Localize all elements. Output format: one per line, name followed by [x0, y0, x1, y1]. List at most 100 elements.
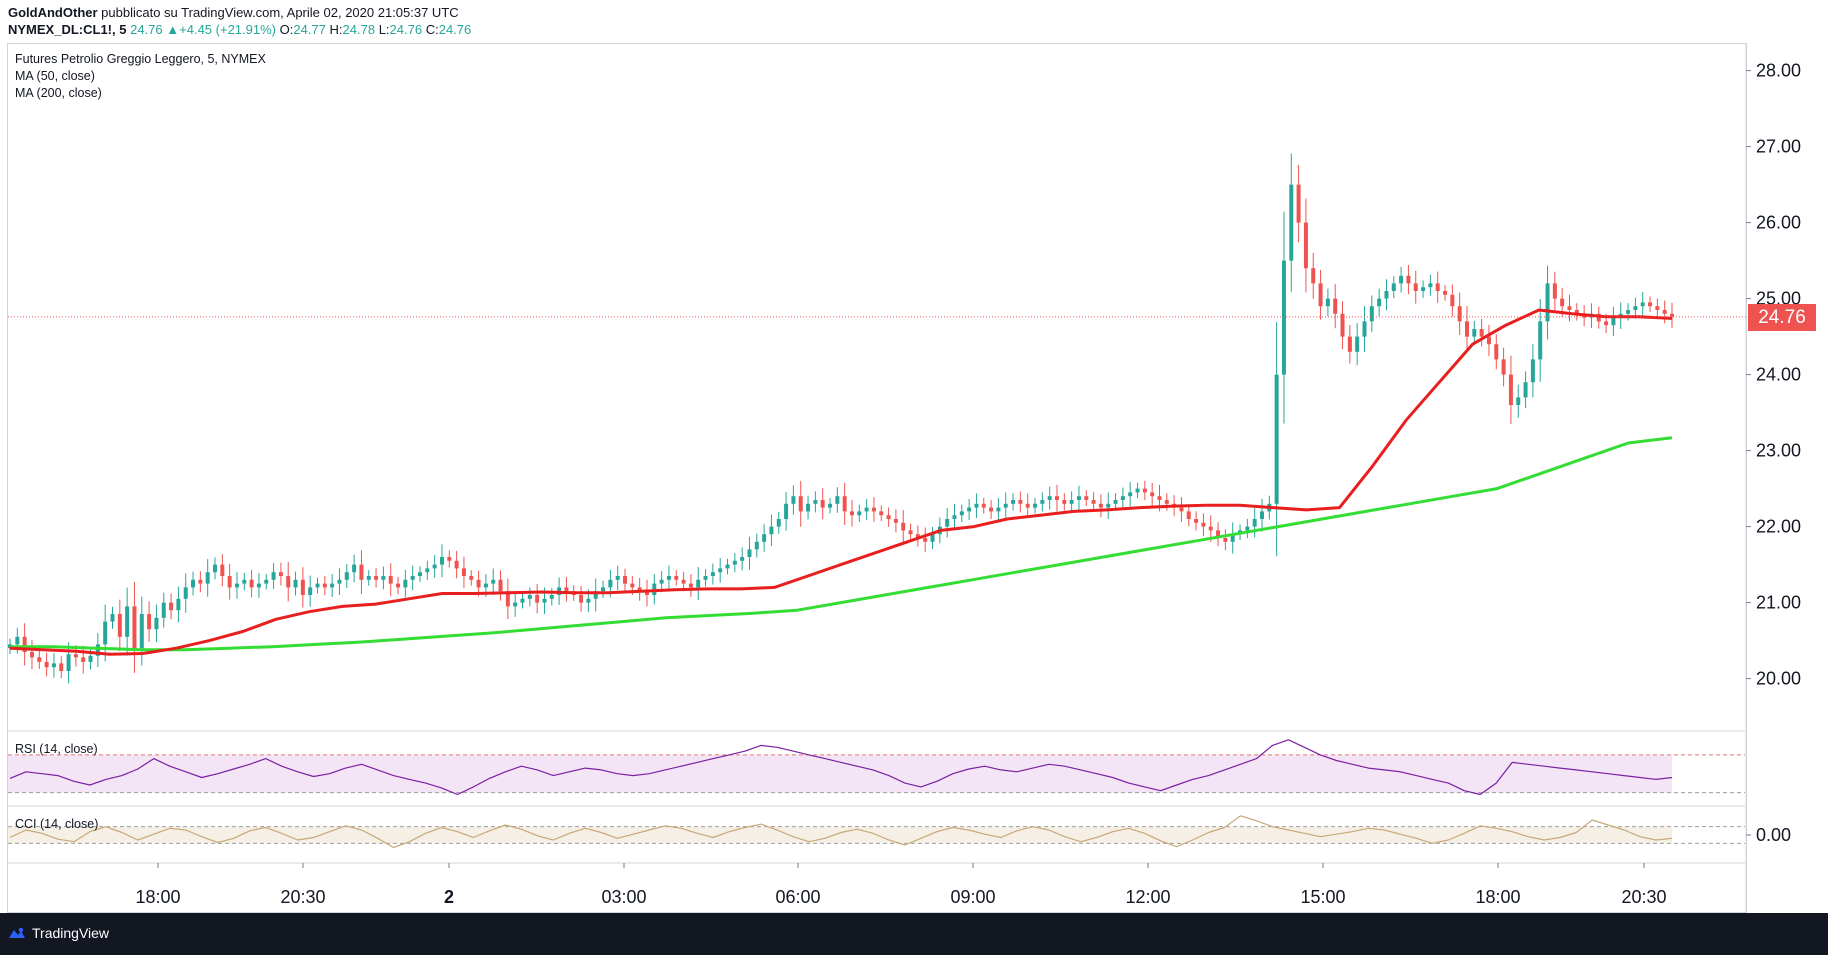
- legend-ma200[interactable]: MA (200, close): [15, 86, 102, 100]
- cci-tick-label: 0.00: [1756, 825, 1791, 845]
- price-tick-label: 20.00: [1756, 669, 1801, 689]
- chart-canvas[interactable]: 20.0021.0022.0023.0024.0025.0026.0027.00…: [0, 0, 1828, 913]
- candle-body: [945, 519, 950, 527]
- candle-body: [1662, 310, 1667, 314]
- candle-body: [176, 598, 181, 611]
- candle-body: [1223, 538, 1228, 542]
- candle-body: [615, 576, 620, 580]
- candle-body: [234, 583, 239, 588]
- candle-body: [293, 579, 298, 588]
- rsi-band-fill: [8, 754, 1672, 793]
- candle-body: [1157, 496, 1162, 500]
- publish-line: GoldAndOther pubblicato su TradingView.c…: [8, 5, 459, 20]
- candle-body: [871, 507, 876, 512]
- candle-body: [286, 576, 291, 588]
- candle-body: [249, 579, 254, 588]
- candle-body: [1574, 310, 1579, 314]
- candle-body: [762, 534, 767, 542]
- candle-body: [1076, 496, 1081, 500]
- candle-body: [1369, 306, 1374, 322]
- candle-body: [147, 614, 152, 630]
- candle-body: [952, 515, 957, 519]
- candle-body: [886, 515, 891, 519]
- candle-body: [205, 572, 210, 584]
- candle-body: [725, 564, 730, 569]
- candle-body: [593, 591, 598, 599]
- candle-body: [637, 587, 642, 592]
- footer-bar: TradingView: [0, 913, 1828, 955]
- candle-body: [403, 579, 408, 588]
- candle-body: [1626, 310, 1631, 314]
- candle-body: [1443, 291, 1448, 295]
- candle-body: [1428, 283, 1433, 288]
- candle-body: [1259, 511, 1264, 519]
- candle-body: [103, 621, 108, 645]
- candle-body: [227, 576, 232, 588]
- price-tick-label: 23.00: [1756, 441, 1801, 461]
- candle-body: [447, 557, 452, 561]
- candle-body: [828, 503, 833, 508]
- candle-body: [1230, 534, 1235, 542]
- candle-body: [513, 602, 518, 607]
- candle-body: [1296, 184, 1301, 223]
- legend-ma50[interactable]: MA (50, close): [15, 69, 95, 83]
- candle-body: [1523, 382, 1528, 398]
- candle-body: [901, 522, 906, 531]
- candle-body: [1421, 287, 1426, 291]
- time-tick-label: 12:00: [1125, 887, 1170, 907]
- candle-body: [732, 560, 737, 565]
- candle-body: [1054, 496, 1059, 500]
- candle-body: [1142, 488, 1147, 493]
- candle-body: [169, 602, 174, 611]
- candle-body: [1274, 374, 1279, 504]
- price-tick-label: 22.00: [1756, 517, 1801, 537]
- candle-body: [1113, 500, 1118, 504]
- candle-body: [1186, 511, 1191, 519]
- candle-body: [1406, 275, 1411, 284]
- candle-body: [264, 579, 269, 584]
- candle-body: [623, 576, 628, 584]
- candle-body: [132, 606, 137, 649]
- change-value: +4.45 (+21.91%): [179, 22, 276, 37]
- legend-cci[interactable]: CCI (14, close): [15, 817, 99, 831]
- candle-body: [981, 503, 986, 508]
- tradingview-logo[interactable]: TradingView: [8, 925, 109, 941]
- candle-body: [996, 507, 1001, 512]
- candle-body: [1340, 313, 1345, 337]
- candle-body: [300, 579, 305, 595]
- candle-body: [820, 500, 825, 508]
- candle-body: [1530, 359, 1535, 383]
- author-name[interactable]: GoldAndOther: [8, 5, 98, 20]
- candle-body: [1494, 344, 1499, 360]
- high-label: H:: [329, 22, 343, 37]
- candle-body: [498, 579, 503, 592]
- candle-body: [1655, 306, 1660, 310]
- candle-body: [337, 579, 342, 584]
- candle-body: [989, 507, 994, 512]
- candle-body: [483, 583, 488, 588]
- legend-rsi[interactable]: RSI (14, close): [15, 742, 98, 756]
- candle-body: [703, 576, 708, 580]
- candle-body: [388, 576, 393, 584]
- candle-body: [630, 583, 635, 588]
- candle-body: [1135, 488, 1140, 493]
- candle-body: [66, 654, 71, 671]
- candle-body: [315, 583, 320, 588]
- candle-body: [527, 595, 532, 599]
- price-tick-label: 21.00: [1756, 593, 1801, 613]
- candle-body: [139, 614, 144, 649]
- candle-body: [974, 503, 979, 508]
- candle-body: [1011, 500, 1016, 504]
- candle-body: [256, 583, 261, 588]
- candle-body: [1018, 500, 1023, 504]
- candle-body: [1216, 530, 1221, 538]
- candle-body: [601, 587, 606, 592]
- candle-body: [849, 511, 854, 516]
- candle-body: [1091, 500, 1096, 504]
- candle-body: [813, 500, 818, 504]
- legend-main[interactable]: Futures Petrolio Greggio Leggero, 5, NYM…: [15, 52, 266, 66]
- candle-body: [1604, 321, 1609, 326]
- candle-body: [959, 511, 964, 516]
- candle-body: [1084, 496, 1089, 500]
- candle-body: [110, 614, 115, 622]
